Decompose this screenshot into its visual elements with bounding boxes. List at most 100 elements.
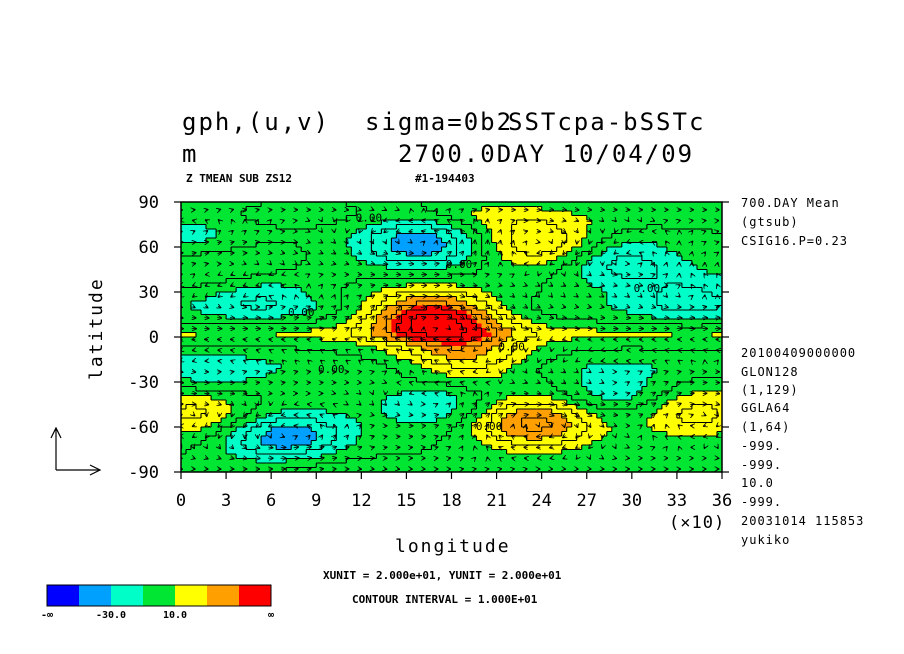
field-cell [481, 368, 488, 374]
field-cell [236, 427, 242, 433]
field-cell [476, 400, 483, 406]
field-cell [461, 400, 468, 406]
field-cell [351, 301, 357, 307]
field-cell [266, 332, 272, 338]
field-cell [526, 359, 533, 365]
field-cell [286, 386, 292, 392]
field-cell [506, 337, 513, 343]
field-cell [551, 368, 558, 374]
field-cell [491, 377, 498, 383]
field-cell [376, 350, 382, 356]
field-cell [206, 386, 212, 392]
field-cell [401, 332, 408, 338]
field-cell [366, 202, 372, 208]
field-cell [271, 391, 277, 397]
field-cell [591, 377, 598, 383]
field-cell [361, 427, 367, 433]
field-cell [556, 355, 563, 361]
field-cell [346, 440, 352, 446]
field-cell [321, 431, 327, 437]
field-cell [521, 440, 528, 446]
field-cell [501, 251, 508, 257]
field-cell [501, 422, 508, 428]
field-cell [556, 202, 563, 208]
field-cell [196, 341, 202, 347]
field-cell [566, 292, 573, 298]
field-cell [296, 458, 302, 464]
field-cell [336, 274, 342, 280]
field-cell [416, 436, 423, 442]
field-cell [386, 404, 392, 410]
field-cell [356, 431, 362, 437]
field-cell [246, 260, 252, 266]
field-cell [566, 337, 573, 343]
field-cell [251, 256, 257, 262]
field-cell [311, 233, 317, 239]
field-cell [186, 220, 192, 226]
field-cell [366, 454, 372, 460]
field-cell [266, 413, 272, 419]
field-cell [531, 355, 538, 361]
field-cell [466, 440, 473, 446]
field-cell [246, 422, 252, 428]
field-cell [456, 247, 463, 253]
field-cell [561, 215, 568, 221]
field-cell [481, 404, 488, 410]
field-cell [276, 224, 282, 230]
field-cell [281, 350, 287, 356]
field-cell [306, 260, 312, 266]
field-cell [581, 251, 588, 257]
field-cell [506, 350, 513, 356]
field-cell [591, 386, 598, 392]
field-cell [361, 274, 367, 280]
field-cell [211, 463, 217, 469]
field-cell [291, 278, 297, 284]
field-cell [476, 328, 483, 334]
field-cell [546, 314, 553, 320]
field-cell [206, 373, 212, 379]
field-cell [216, 269, 222, 275]
field-cell [456, 211, 463, 217]
field-cell [576, 287, 583, 293]
field-cell [431, 256, 438, 262]
field-cell [591, 283, 598, 289]
field-cell [551, 395, 558, 401]
field-cell [556, 449, 563, 455]
field-cell [371, 332, 377, 338]
field-cell [571, 355, 578, 361]
field-cell [386, 229, 392, 235]
field-cell [451, 427, 458, 433]
field-cell [536, 350, 543, 356]
field-cell [596, 211, 603, 217]
field-cell [206, 449, 212, 455]
field-cell [236, 364, 242, 370]
field-cell [181, 319, 187, 325]
field-cell [576, 373, 583, 379]
field-cell [216, 364, 222, 370]
field-cell [201, 422, 207, 428]
field-cell [236, 301, 242, 307]
field-cell [476, 364, 483, 370]
field-cell [391, 220, 397, 226]
field-cell [326, 242, 332, 248]
field-cell [516, 323, 523, 329]
field-cell [211, 314, 217, 320]
field-cell [401, 211, 408, 217]
field-cell [271, 422, 277, 428]
field-cell [476, 220, 483, 226]
field-cell [496, 341, 503, 347]
field-cell [276, 350, 282, 356]
field-cell [511, 409, 518, 415]
field-cell [356, 332, 362, 338]
field-cell [376, 278, 382, 284]
field-cell [216, 409, 222, 415]
field-cell [471, 355, 478, 361]
field-cell [441, 283, 448, 289]
field-cell [246, 382, 252, 388]
field-cell [196, 269, 202, 275]
field-cell [276, 409, 282, 415]
field-cell [376, 395, 382, 401]
field-cell [506, 215, 513, 221]
field-cell [446, 211, 453, 217]
field-cell [276, 368, 282, 374]
